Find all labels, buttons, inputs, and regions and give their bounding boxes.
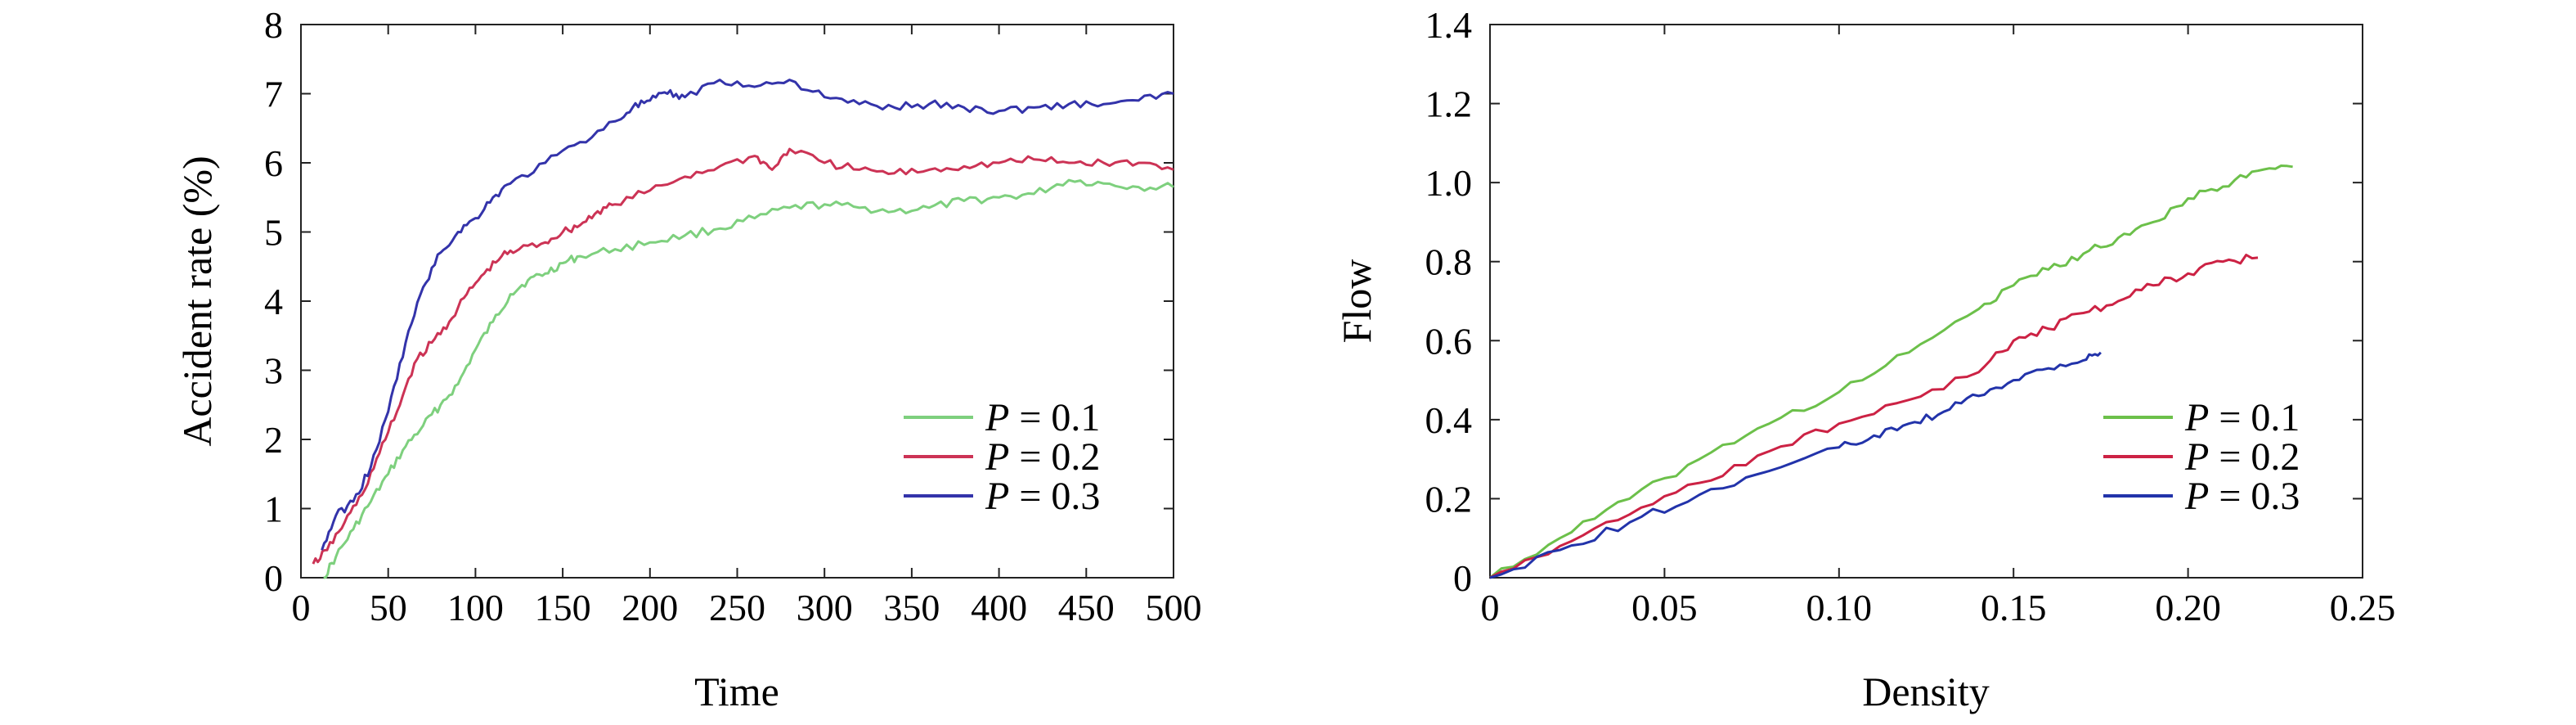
- x-tick-label: 500: [1146, 587, 1202, 628]
- legend-param: P: [2184, 396, 2209, 439]
- x-tick-label: 150: [535, 587, 591, 628]
- legend-value: = 0.3: [2209, 475, 2300, 518]
- y-tick-label: 0: [264, 557, 283, 599]
- x-axis-label: Time: [694, 669, 779, 714]
- legend-param: P: [985, 475, 1009, 518]
- y-tick-label: 7: [264, 74, 283, 115]
- y-tick-label: 0.6: [1425, 320, 1473, 362]
- flow-density-chart: 0 0.05 0.10 0.15 0.20 0.25 0 0.2 0.4 0.6 0.8 1.0 1.2…: [1334, 4, 2395, 714]
- y-tick-label: 4: [264, 281, 283, 322]
- legend-label-2: P = 0.2: [2184, 435, 2300, 479]
- legend-label-2: P = 0.2: [985, 435, 1100, 479]
- legend: P = 0.1P = 0.2P = 0.3: [904, 396, 1100, 518]
- y-tick-label: 3: [264, 350, 283, 392]
- accident-rate-chart: 0 50 100 150 200 250 300 350 400 450 500012345678 …: [174, 4, 1202, 714]
- y-tick-label: 0.2: [1425, 478, 1473, 520]
- y-axis-label: Flow: [1334, 259, 1380, 344]
- y-tick-label: 2: [264, 419, 283, 461]
- legend-param: P: [985, 435, 1009, 479]
- x-tick-label: 250: [709, 587, 765, 628]
- series-line-3: [1489, 351, 2102, 579]
- y-tick-label: 6: [264, 142, 283, 184]
- axis-ticks: 0 50 100 150 200 250 300 350 400 450 500 0 1 2 3 4 5 6 7 8: [264, 4, 1202, 628]
- series-line-2: [1489, 254, 2259, 579]
- x-tick-label: 0.25: [2330, 587, 2396, 628]
- legend-label-3: P = 0.3: [985, 475, 1100, 518]
- legend: P = 0.1P = 0.2P = 0.3: [2103, 396, 2300, 518]
- y-tick-label: 1.4: [1425, 4, 1473, 46]
- legend-param: P: [985, 396, 1009, 439]
- y-tick-label: 8: [264, 4, 283, 46]
- y-tick-label: 0.8: [1425, 241, 1473, 283]
- legend-label-3: P = 0.3: [2184, 475, 2300, 518]
- x-tick-label: 0.20: [2155, 587, 2221, 628]
- x-tick-label: 0: [292, 587, 311, 628]
- legend-value: = 0.2: [2209, 435, 2300, 479]
- y-tick-label: 1.2: [1425, 83, 1473, 125]
- x-tick-label: 0.05: [1631, 587, 1698, 628]
- axis-ticks: 0 0.05 0.10 0.15 0.20 0.25 0 0.2 0.4 0.6 0.8 1.0 1.2…: [1425, 4, 2396, 628]
- x-tick-label: 350: [883, 587, 940, 628]
- y-tick-label: 0: [1453, 557, 1472, 599]
- y-tick-label: 1.0: [1425, 162, 1473, 204]
- x-tick-label: 0: [1481, 587, 1500, 628]
- y-tick-label: 0.4: [1425, 399, 1473, 441]
- legend-value: = 0.1: [2209, 396, 2300, 439]
- legend-value: = 0.1: [1009, 396, 1100, 439]
- x-tick-label: 400: [971, 587, 1027, 628]
- legend-param: P: [2184, 435, 2209, 479]
- series-line-3: [321, 79, 1174, 551]
- series-lines: [1489, 164, 2293, 579]
- x-tick-label: 450: [1058, 587, 1115, 628]
- legend-value: = 0.2: [1009, 435, 1100, 479]
- legend-label-1: P = 0.1: [2184, 396, 2300, 439]
- y-axis-label: Accident rate (%): [174, 155, 220, 446]
- x-tick-label: 300: [797, 587, 853, 628]
- legend-label-1: P = 0.1: [985, 396, 1100, 439]
- y-tick-label: 1: [264, 489, 283, 530]
- y-tick-label: 5: [264, 212, 283, 254]
- x-tick-label: 200: [622, 587, 678, 628]
- series-line-1: [1489, 164, 2293, 579]
- series-lines: [312, 79, 1174, 579]
- x-tick-label: 50: [370, 587, 407, 628]
- x-tick-label: 100: [447, 587, 504, 628]
- series-line-2: [312, 147, 1174, 565]
- plot-frame: [1489, 24, 2363, 579]
- legend-value: = 0.3: [1009, 475, 1100, 518]
- x-axis-label: Density: [1862, 669, 1990, 714]
- legend-param: P: [2184, 475, 2209, 518]
- x-tick-label: 0.15: [1981, 587, 2047, 628]
- series-line-1: [323, 178, 1174, 579]
- x-tick-label: 0.10: [1806, 587, 1873, 628]
